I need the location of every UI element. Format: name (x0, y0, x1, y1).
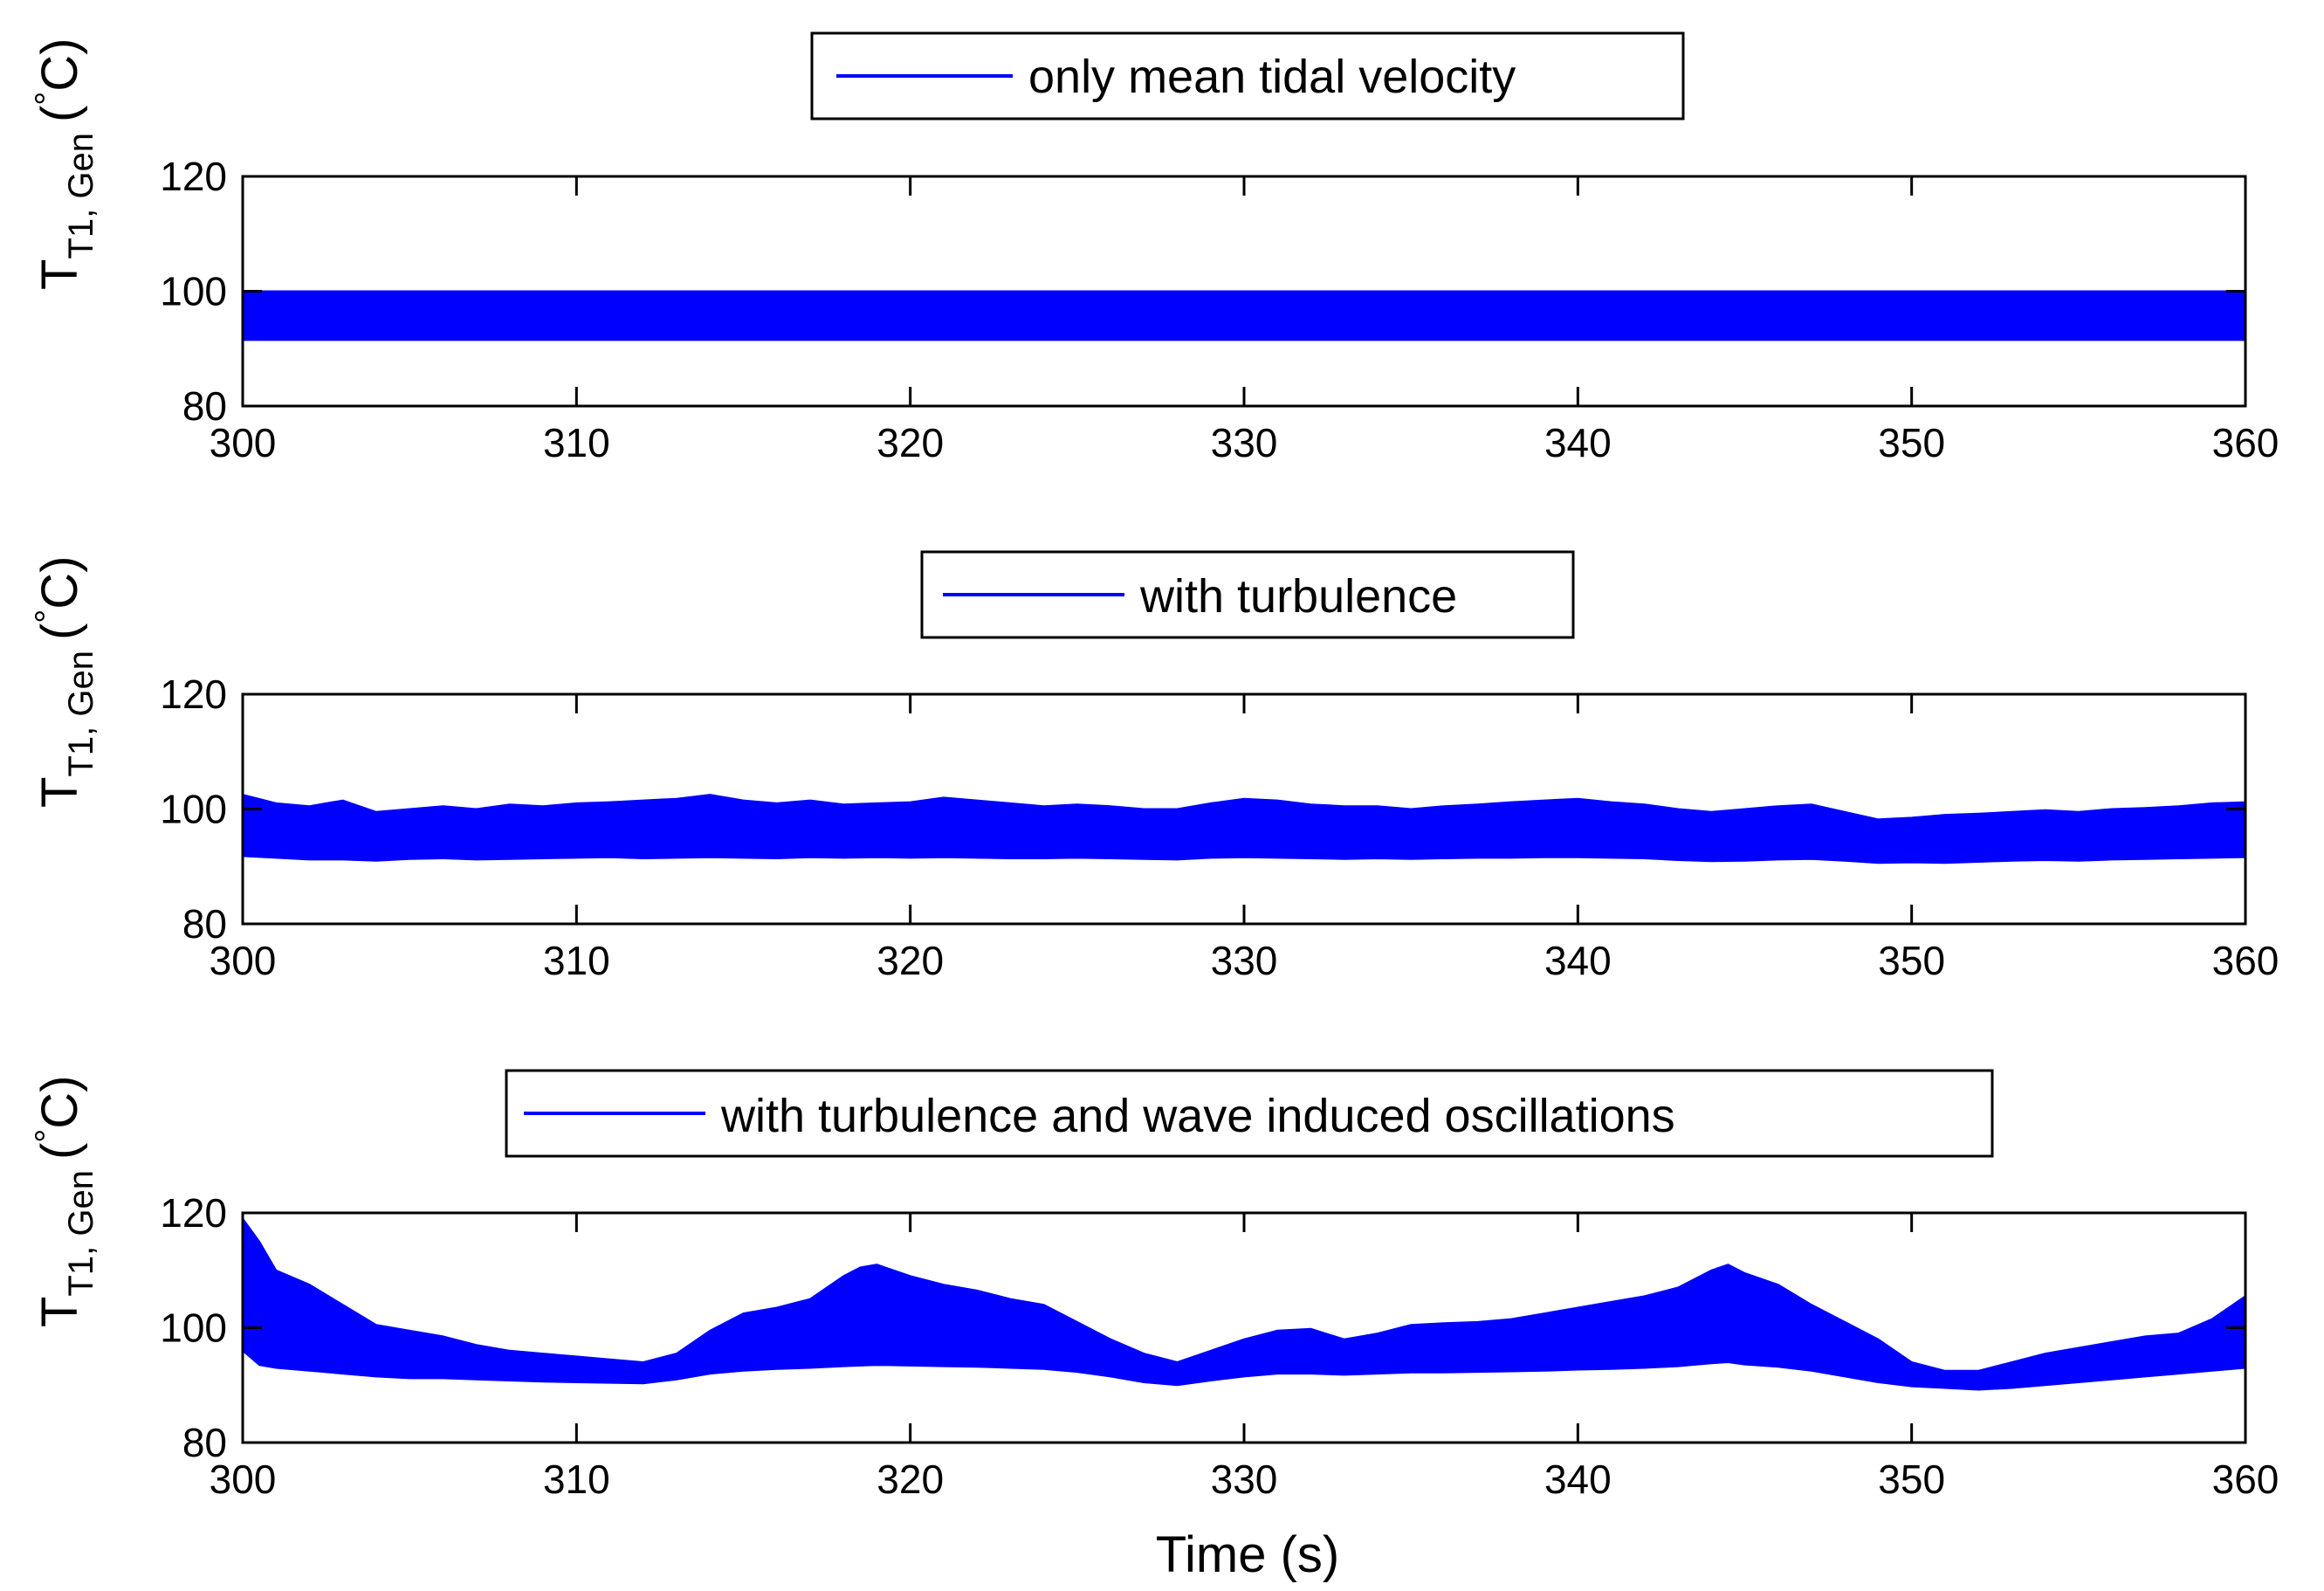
svg-text:TT1, Gen(°C): TT1, Gen (°C) (29, 556, 100, 808)
x-tick-label: 350 (1878, 938, 1945, 983)
y-tick-label: 120 (160, 672, 227, 717)
x-tick-label: 330 (1211, 938, 1278, 983)
ylabel-deg: ° (29, 610, 67, 623)
ylabel-deg: ° (29, 92, 67, 106)
ylabel-main: T (31, 777, 88, 808)
x-axis-label: Time (s) (1156, 1526, 1339, 1583)
ylabel-main: T (31, 1297, 88, 1327)
y-tick-label: 120 (160, 154, 227, 199)
x-tick-label: 360 (2212, 420, 2279, 465)
y-tick-label: 80 (182, 901, 227, 947)
x-tick-label: 300 (210, 420, 277, 465)
svg-text:TT1, Gen(°C): TT1, Gen (°C) (29, 38, 100, 290)
legend-box: with turbulence and wave induced oscilla… (505, 1069, 1994, 1158)
panel-turbulence: with turbulence TT1, Gen (°C) 300 310 320 33… (29, 550, 2279, 983)
ylabel-sub: T1, Gen (62, 133, 100, 259)
x-tick-label: 360 (2212, 1457, 2279, 1502)
legend-label: with turbulence and wave induced oscilla… (720, 1090, 1675, 1142)
legend-box: only mean tidal velocity (810, 31, 1685, 121)
x-tick-label: 340 (1544, 938, 1612, 983)
ylabel-paren: ( (31, 1143, 88, 1160)
x-tick-label: 310 (543, 1457, 610, 1502)
panel-mean-tidal: only mean tidal velocity TT1, Gen (°C) 30… (29, 31, 2279, 465)
y-tick-label: 100 (160, 269, 227, 314)
y-tick-label: 120 (160, 1190, 227, 1236)
x-tick-label: 340 (1544, 1457, 1612, 1502)
legend-box: with turbulence (920, 550, 1575, 639)
ylabel-sub: T1, Gen (62, 651, 100, 777)
legend-label: with turbulence (1139, 570, 1457, 623)
x-tick-label: 310 (543, 420, 610, 465)
x-tick-label: 350 (1878, 420, 1945, 465)
x-tick-label: 300 (210, 1457, 277, 1502)
x-tick-label: 340 (1544, 420, 1612, 465)
ylabel-unit: C) (31, 556, 88, 610)
y-tick-label: 80 (182, 383, 227, 429)
ylabel-deg: ° (29, 1129, 67, 1143)
x-tick-label: 320 (877, 1457, 944, 1502)
x-tick-label: 300 (210, 938, 277, 983)
y-tick-label: 80 (182, 1420, 227, 1465)
x-tick-label: 320 (877, 420, 944, 465)
legend-label: only mean tidal velocity (1028, 51, 1516, 103)
ylabel-main: T (31, 259, 88, 290)
ylabel-unit: C) (31, 38, 88, 92)
ylabel-paren: ( (31, 623, 88, 640)
svg-text:TT1, Gen(°C): TT1, Gen (°C) (29, 1076, 100, 1327)
y-axis-label: TT1, Gen (°C) (29, 556, 100, 808)
x-tick-label: 350 (1878, 1457, 1945, 1502)
panel-turbulence-wave: with turbulence and wave induced oscilla… (29, 1069, 2279, 1583)
series-band (242, 290, 2246, 341)
x-tick-label: 330 (1211, 1457, 1278, 1502)
y-axis-label: TT1, Gen (°C) (29, 38, 100, 290)
x-tick-label: 330 (1211, 420, 1278, 465)
ylabel-sub: T1, Gen (62, 1170, 100, 1297)
ylabel-paren: ( (31, 106, 88, 122)
x-tick-label: 360 (2212, 938, 2279, 983)
x-tick-label: 310 (543, 938, 610, 983)
y-tick-label: 100 (160, 787, 227, 832)
plot-area (243, 1213, 2245, 1443)
ylabel-unit: C) (31, 1076, 88, 1129)
y-axis-label: TT1, Gen (°C) (29, 1076, 100, 1327)
x-tick-label: 320 (877, 938, 944, 983)
y-tick-label: 100 (160, 1305, 227, 1351)
